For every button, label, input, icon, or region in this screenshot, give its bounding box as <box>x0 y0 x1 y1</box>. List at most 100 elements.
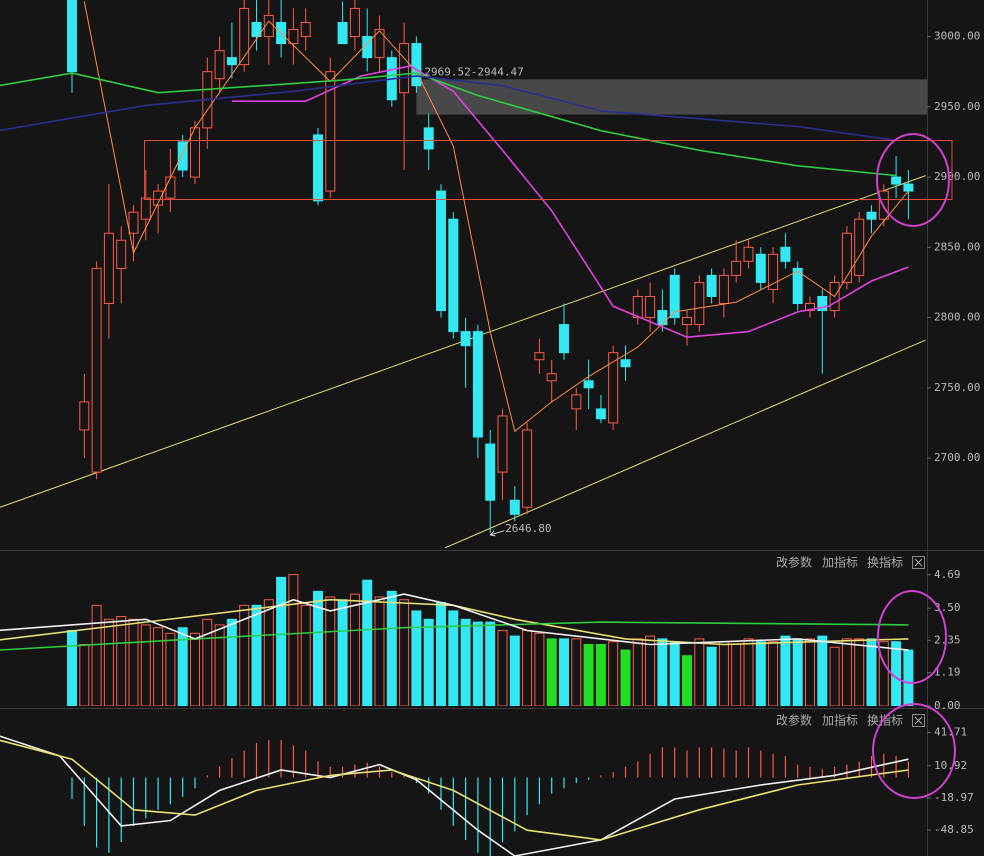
candle-body <box>67 0 77 73</box>
candle-body <box>509 499 520 515</box>
volume-bar <box>399 599 410 706</box>
highlight-circle <box>877 590 947 684</box>
candle-body <box>337 21 348 45</box>
volume-bar <box>67 630 77 706</box>
panel <box>0 574 914 706</box>
volume-bar <box>79 643 90 706</box>
volume-bar <box>448 610 459 706</box>
volume-bar <box>436 602 446 706</box>
menu-button[interactable]: 改参数 <box>776 713 812 728</box>
menu-button[interactable]: 换指标 <box>867 555 903 570</box>
volume-bar <box>534 632 545 706</box>
candle-body <box>768 253 779 290</box>
volume-bar <box>251 604 262 706</box>
candle-body <box>718 274 729 305</box>
volume-bar <box>854 638 865 706</box>
volume-bar <box>226 618 237 706</box>
y-tick-label: 3000.00 <box>934 30 980 43</box>
candle-body <box>165 176 176 199</box>
menu-button[interactable]: 加指标 <box>822 713 858 728</box>
candle-body <box>214 50 225 80</box>
volume-bar <box>694 638 705 706</box>
volume-bar <box>841 638 852 706</box>
candle-body <box>288 29 299 45</box>
y-tick-label: 41.71 <box>934 726 967 739</box>
volume-bar <box>202 618 213 706</box>
volume-bar <box>128 618 139 706</box>
candle-body <box>620 359 631 368</box>
volume-bar <box>817 635 828 706</box>
volume-bar <box>780 635 791 706</box>
candle-body <box>128 211 139 234</box>
volume-bar <box>214 624 225 706</box>
candle-body <box>583 380 594 389</box>
moving-average-line <box>83 1 909 433</box>
volume-bar <box>792 638 803 706</box>
menu-button[interactable]: 改参数 <box>776 555 812 570</box>
y-tick-label: 10.92 <box>934 759 967 772</box>
volume-bar <box>743 638 754 706</box>
volume-bar <box>472 621 483 706</box>
volume-bar <box>645 635 656 706</box>
candle-body <box>731 260 742 276</box>
candle-body <box>300 21 311 38</box>
candle-body <box>140 197 151 220</box>
candle-body <box>571 394 582 410</box>
volume-bar <box>276 576 287 706</box>
y-tick-label: 0.00 <box>934 699 961 712</box>
candle-body <box>595 408 606 420</box>
close-button[interactable] <box>912 556 925 569</box>
candle-body <box>645 295 656 319</box>
candle-body <box>485 443 496 501</box>
volume-bar <box>165 632 176 706</box>
volume-bar <box>903 649 914 706</box>
volume-bar <box>497 630 508 706</box>
candle-body <box>177 141 188 171</box>
moving-average-line <box>0 72 897 177</box>
candle-body <box>349 7 360 38</box>
menu-button[interactable]: 加指标 <box>822 555 858 570</box>
volume-bar <box>608 641 619 706</box>
candle-body <box>632 295 643 319</box>
y-tick-label: -48.85 <box>934 823 974 836</box>
highlight-circle <box>872 703 956 799</box>
moving-average-line <box>0 739 909 841</box>
candle-body <box>669 274 680 319</box>
close-button[interactable] <box>912 714 925 727</box>
candle-body <box>91 267 102 473</box>
volume-bar <box>657 638 668 706</box>
zone-label: 2969.52-2944.47 <box>424 65 523 78</box>
volume-bar <box>682 655 692 706</box>
moving-average-line <box>0 621 909 651</box>
volume-bar <box>190 632 200 706</box>
candle-body <box>743 246 754 262</box>
y-tick-label: 2750.00 <box>934 381 980 394</box>
candle-body <box>239 7 250 66</box>
volume-bar <box>768 641 779 706</box>
menu-button[interactable]: 换指标 <box>867 713 903 728</box>
volume-bar <box>755 641 766 706</box>
volume-bar <box>571 638 582 706</box>
y-tick-label: 2700.00 <box>934 451 980 464</box>
moving-average-line <box>0 598 909 646</box>
volume-bar <box>559 638 569 706</box>
candle-body <box>472 331 483 438</box>
volume-bar <box>522 630 533 706</box>
moving-average-line <box>0 593 909 651</box>
price-range-box <box>144 140 953 201</box>
candle-body <box>608 352 619 424</box>
y-tick-label: 2850.00 <box>934 240 980 253</box>
close-box <box>912 556 925 569</box>
volume-bar <box>103 618 114 706</box>
volume-bar <box>362 579 373 706</box>
candle-body <box>546 373 557 382</box>
candle-body <box>79 401 90 431</box>
candle-body <box>891 176 902 185</box>
volume-bar <box>546 638 557 706</box>
candle-body <box>103 232 114 305</box>
trendline <box>444 339 926 548</box>
volume-bar <box>485 621 496 706</box>
panel <box>0 735 910 856</box>
volume-bar <box>878 641 889 706</box>
volume-bar <box>706 646 717 706</box>
